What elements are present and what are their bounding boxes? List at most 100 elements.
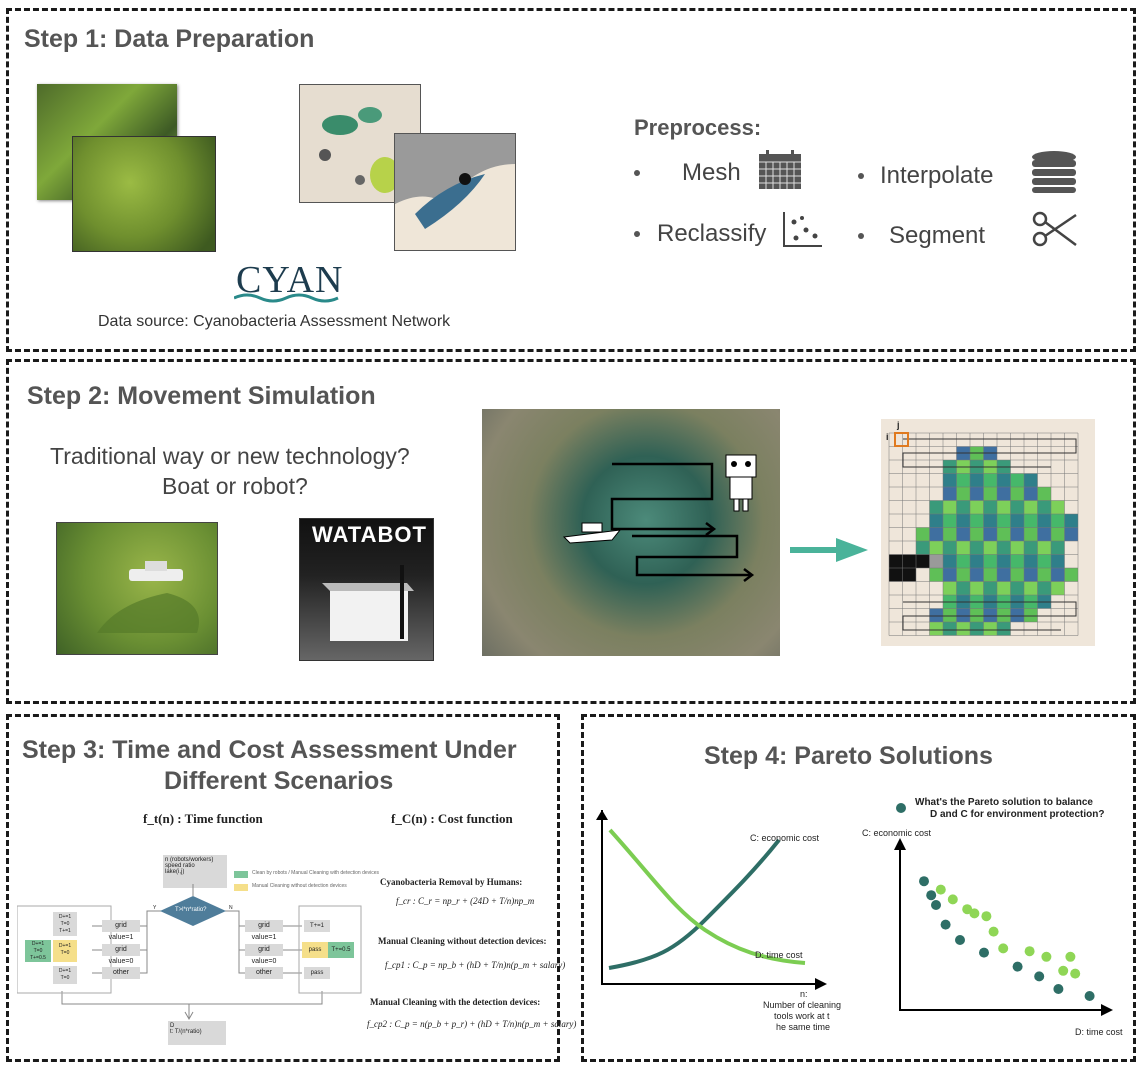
x-axis-label-line: he same time (776, 1022, 831, 1032)
flow-no-label: N (229, 905, 233, 911)
step1-title: Step 1: Data Preparation (24, 25, 315, 53)
step3-title-line2: Different Scenarios (164, 767, 394, 795)
pareto-point-dark (926, 890, 937, 901)
flow-right-other: other (245, 967, 283, 979)
grid-label-i: i (886, 432, 889, 442)
bullet (634, 231, 640, 237)
cyan-map-back (299, 84, 421, 203)
flow-output-line: t: T/(n*ratio) (170, 1029, 202, 1035)
flow-decision-diamond (160, 896, 226, 926)
data-source-caption: Data source: Cyanobacteria Assessment Ne… (98, 313, 451, 330)
pareto-point-light (1058, 965, 1069, 976)
legend-time-cost: D: time cost (755, 950, 803, 960)
pareto-point-dark (1084, 991, 1095, 1001)
question-line1: Traditional way or new technology? (50, 443, 410, 469)
arrow-right-icon (790, 538, 868, 562)
legend-swatch-green (234, 871, 248, 878)
pareto-point-dark (1034, 971, 1045, 982)
step2-panel (6, 359, 1136, 704)
flow-input-line: lake(i,j) (165, 869, 185, 875)
lake-photo-front (72, 136, 216, 252)
pareto-question-line1: What's the Pareto solution to balance (915, 797, 1093, 808)
cyan-logo-wave (234, 293, 339, 303)
flow-left-grid1: grid value=1 (102, 920, 140, 941)
flow-output-line: D (170, 1023, 175, 1029)
flow-left-out2a: D+=1 T=0 T+=0.5 (25, 940, 51, 962)
flow-left-other: other (102, 967, 140, 979)
x-axis-label-line: tools work at t (774, 1011, 830, 1021)
cost-function-label: f_C(n) : Cost function (391, 811, 513, 826)
grid-label-j: j (897, 420, 900, 430)
grid-map (881, 419, 1095, 646)
preprocess-segment: Segment (889, 222, 986, 249)
calendar-grid-icon (759, 150, 801, 189)
flow-left-out3: D+=1 T=0 (53, 966, 77, 984)
pareto-point-light (988, 926, 999, 937)
boat-photo (56, 522, 218, 655)
eq1-title: Cyanobacteria Removal by Humans: (380, 877, 523, 887)
legend-yellow-label: Manual Cleaning without detection device… (252, 883, 347, 889)
preprocess-interpolate: Interpolate (880, 162, 994, 189)
legend-economic-cost: C: economic cost (750, 833, 820, 843)
flow-left-grid0: grid value=0 (102, 944, 140, 965)
flow-input-line: n (robots/workers) (165, 857, 214, 863)
pareto-y-axis-label: C: economic cost (862, 828, 932, 838)
flow-right-out2b: T+=0.5 (328, 942, 354, 958)
flow-right-grid0: grid value=0 (245, 944, 283, 965)
bullet (858, 173, 864, 179)
step2-title: Step 2: Movement Simulation (27, 382, 376, 410)
scatter-plot-icon (783, 212, 822, 247)
left-tradeoff-chart (596, 810, 827, 990)
step1-panel (6, 8, 1136, 352)
flow-left-out2b: D+=1 T=0 (53, 940, 77, 962)
legend-green-label: Clean by robots / Manual Cleaning with d… (252, 870, 380, 876)
watabot-logo: WATABOT (312, 522, 427, 547)
pareto-point-light (1065, 951, 1076, 962)
eq2: f_cp1 : C_p = np_b + (hD + T/n)n(p_m + s… (385, 960, 566, 970)
pareto-point-light (969, 908, 980, 919)
flow-output-box: D t: T/(n*ratio) (168, 1021, 226, 1045)
step4-panel (581, 714, 1136, 1062)
pareto-point-dark (1012, 961, 1023, 972)
pareto-point-dark (979, 947, 989, 958)
lake-satellite-map (482, 409, 780, 656)
flow-input-box: n (robots/workers) speed ratio lake(i,j) (163, 855, 227, 888)
eq2-title: Manual Cleaning without detection device… (378, 936, 547, 946)
pareto-point-light (998, 943, 1009, 954)
flow-input-line: speed ratio (165, 863, 195, 869)
flow-yes-label: Y (153, 905, 157, 911)
cyan-logo: CYAN (236, 259, 344, 301)
eq3: f_cp2 : C_p = n(p_b + p_r) + (hD + T/n)n… (367, 1019, 577, 1029)
preprocess-mesh: Mesh (682, 159, 741, 186)
pareto-point-light (1070, 968, 1081, 979)
step3-title-line1: Step 3: Time and Cost Assessment Under (22, 736, 517, 764)
legend-swatch-yellow (234, 884, 248, 891)
preprocess-title: Preprocess: (634, 115, 762, 140)
pareto-point-light (947, 894, 958, 905)
pareto-point-dark (919, 876, 929, 887)
scissors-icon (1032, 211, 1077, 247)
pareto-point-light (981, 911, 992, 922)
pareto-question-line2: D and C for environment protection? (930, 809, 1105, 820)
flow-right-out3: pass (304, 967, 330, 979)
pareto-point-dark (940, 919, 951, 930)
question-line2: Boat or robot? (162, 473, 308, 499)
step4-title: Step 4: Pareto Solutions (704, 742, 993, 770)
watabot-robot-device (322, 565, 414, 641)
pareto-legend-dot (896, 803, 906, 813)
time-function-label: f_t(n) : Time function (143, 811, 263, 826)
series-economic-cost-line (608, 838, 781, 970)
pareto-point-dark (931, 900, 941, 910)
pareto-point-dark (1053, 984, 1064, 994)
bullet (634, 170, 640, 176)
x-axis-label-line: Number of cleaning (763, 1000, 842, 1010)
bullet (858, 233, 864, 239)
pareto-point-light (935, 884, 946, 895)
series-time-cost-line (608, 828, 806, 965)
pareto-x-axis-label: D: time cost (1075, 1027, 1123, 1037)
flow-right-out2a: pass (302, 942, 328, 958)
eq1: f_cr : C_r = np_r + (24D + T/n)np_m (396, 896, 535, 906)
flow-connectors (17, 884, 362, 1021)
pareto-point-light (1041, 951, 1052, 962)
database-stack-icon (1032, 151, 1076, 193)
